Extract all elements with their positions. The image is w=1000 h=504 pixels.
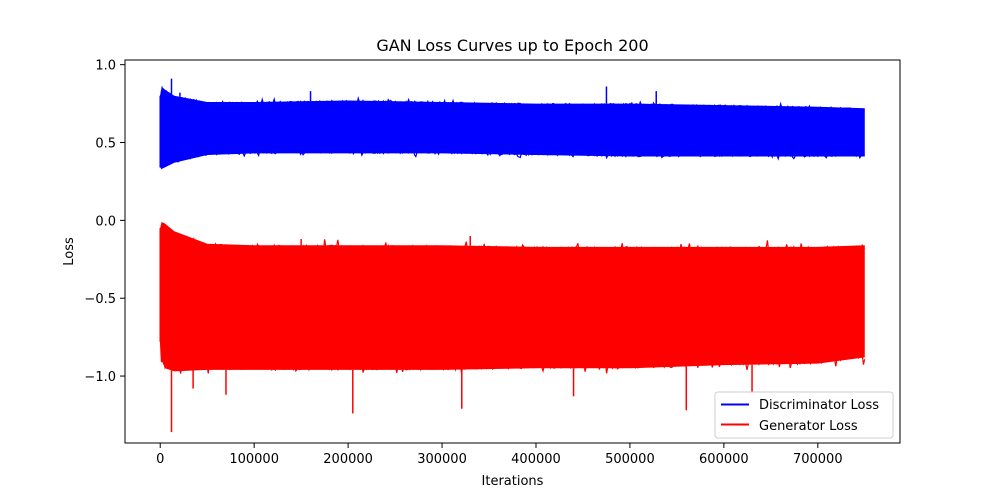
y-tick-label: 1.0: [95, 59, 116, 74]
y-tick-label: −0.5: [84, 292, 116, 307]
x-axis: 0 100000 200000 300000 400000 500000 600000 700…: [156, 443, 843, 467]
x-tick-label: 100000: [229, 452, 279, 467]
x-tick-label: 700000: [793, 452, 843, 467]
x-axis-label: Iterations: [482, 474, 544, 489]
series-lower-edge: [159, 335, 866, 374]
x-tick-label: 200000: [323, 452, 373, 467]
series-generator-loss: [159, 221, 866, 433]
x-tick-label: 0: [156, 452, 164, 467]
legend-label-generator: Generator Loss: [759, 419, 858, 434]
y-tick-label: −1.0: [84, 370, 116, 385]
axes-frame: [124, 59, 901, 444]
series-band: [160, 221, 865, 372]
legend: Discriminator Loss Generator Loss: [714, 391, 894, 439]
legend-label-discriminator: Discriminator Loss: [759, 398, 879, 413]
series-upper-edge: [159, 89, 865, 112]
x-tick-label: 300000: [417, 452, 467, 467]
plot-area: [159, 78, 866, 433]
series-discriminator-loss: [159, 78, 866, 170]
chart-title: GAN Loss Curves up to Epoch 200: [376, 36, 648, 55]
y-tick-label: 0.5: [95, 137, 116, 152]
series-upper-edge: [159, 223, 865, 257]
legend-box: [714, 391, 894, 439]
x-tick-label: 500000: [605, 452, 655, 467]
series-lower-edge: [159, 148, 866, 170]
x-tick-label: 400000: [511, 452, 561, 467]
series-band: [160, 86, 865, 169]
y-axis: 1.0 0.5 0.0 −0.5 −1.0: [84, 59, 125, 385]
x-tick-label: 600000: [699, 452, 749, 467]
y-axis-label: Loss: [62, 237, 77, 266]
y-tick-label: 0.0: [95, 214, 116, 229]
